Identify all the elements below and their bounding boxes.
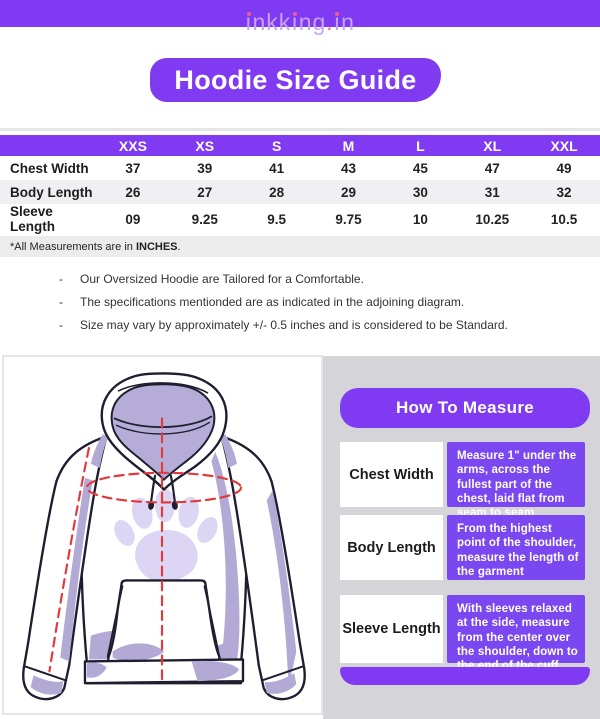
hoodie-illustration bbox=[2, 355, 323, 715]
measurement-line-sleeve-length bbox=[48, 447, 91, 673]
size-value: 10 bbox=[412, 211, 428, 227]
shadow-right-torso bbox=[211, 452, 240, 660]
column-header-xxl: XXL bbox=[550, 137, 578, 154]
size-value: 9.75 bbox=[335, 211, 362, 227]
right-cuff-seam bbox=[261, 665, 305, 682]
table-row-body-length: Body Length 26 27 28 29 30 31 32 bbox=[0, 180, 600, 204]
size-value: 47 bbox=[484, 160, 500, 176]
row-label: Chest Width bbox=[10, 160, 89, 176]
size-value: 31 bbox=[484, 184, 500, 200]
left-cuff-seam bbox=[23, 665, 67, 682]
size-value: 43 bbox=[340, 160, 356, 176]
row-label: Body Length bbox=[10, 184, 93, 200]
measure-panel-header: How To Measure bbox=[340, 388, 590, 428]
bullet-dash: - bbox=[59, 318, 63, 332]
size-value: 39 bbox=[197, 160, 213, 176]
size-value: 09 bbox=[125, 211, 141, 227]
bullet-text: Our Oversized Hoodie are Tailored for a … bbox=[80, 272, 364, 286]
table-row-chest-width: Chest Width 37 39 41 43 45 47 49 bbox=[0, 156, 600, 180]
bullet-text: The specifications mentionded are as ind… bbox=[80, 295, 465, 309]
size-value: 41 bbox=[269, 160, 285, 176]
measure-panel-footer bbox=[340, 667, 590, 685]
bullet-item: - Size may vary by approximately +/- 0.5… bbox=[0, 318, 600, 332]
page-title: Hoodie Size Guide bbox=[174, 64, 417, 95]
measurements-note: *All Measurements are in INCHES. bbox=[0, 236, 600, 257]
measure-desc-chest-width: Measure 1" under the arms, across the fu… bbox=[447, 442, 585, 519]
size-value: 30 bbox=[412, 184, 428, 200]
hood-band-line-1 bbox=[113, 415, 213, 428]
column-header-xxs: XXS bbox=[118, 137, 147, 154]
column-header-l: L bbox=[416, 137, 425, 154]
hood-band-line-2 bbox=[115, 421, 211, 435]
shadow-left-cuff bbox=[30, 675, 64, 695]
column-header-xl: XL bbox=[483, 137, 502, 154]
shadow-left-shoulder bbox=[90, 434, 109, 468]
shadow-right-shoulder bbox=[219, 434, 238, 468]
bullet-item: - The specifications mentionded are as i… bbox=[0, 295, 600, 309]
right-sleeve bbox=[220, 435, 306, 701]
bullet-list: - Our Oversized Hoodie are Tailored for … bbox=[0, 272, 600, 341]
measure-desc-sleeve-length: With sleeves relaxed at the side, measur… bbox=[447, 595, 585, 672]
measurement-line-chest-width bbox=[85, 471, 243, 504]
column-header-m: M bbox=[342, 137, 355, 154]
bullet-text: Size may vary by approximately +/- 0.5 i… bbox=[80, 318, 508, 332]
size-table: XXS XS S M L XL XXL Chest Width 37 39 41… bbox=[0, 135, 600, 234]
size-value: 49 bbox=[556, 160, 572, 176]
shadow-hem-right bbox=[191, 660, 240, 682]
shadow-right-sleeve bbox=[266, 490, 297, 689]
size-value: 29 bbox=[340, 184, 356, 200]
how-to-measure-panel: How To Measure Chest Width Measure 1" un… bbox=[323, 356, 600, 719]
bullet-dash: - bbox=[59, 295, 63, 309]
drawstring-left bbox=[150, 474, 157, 503]
size-value: 28 bbox=[269, 184, 285, 200]
top-brand-bar bbox=[0, 0, 600, 27]
measure-desc-body-length: From the highest point of the shoulder, … bbox=[447, 515, 585, 580]
measure-panel-title: How To Measure bbox=[395, 398, 535, 417]
paw-print bbox=[114, 488, 218, 582]
table-top-divider bbox=[0, 128, 600, 131]
hood-inner bbox=[110, 383, 216, 481]
size-value: 9.25 bbox=[191, 211, 218, 227]
drawstring-right bbox=[169, 474, 176, 503]
table-row-sleeve-length: Sleeve Length 09 9.25 9.5 9.75 10 10.25 … bbox=[0, 204, 600, 234]
shadow-left-sleeve bbox=[60, 477, 93, 662]
size-value: 26 bbox=[125, 184, 141, 200]
shadow-right-cuff bbox=[264, 673, 297, 694]
row-label: Sleeve Length bbox=[10, 204, 55, 234]
size-value: 10.25 bbox=[475, 211, 510, 227]
size-value: 9.5 bbox=[267, 211, 287, 227]
measure-label-body-length: Body Length bbox=[340, 515, 443, 580]
bullet-dash: - bbox=[59, 272, 63, 286]
size-value: 45 bbox=[412, 160, 428, 176]
hoodie-line-art bbox=[22, 372, 306, 701]
column-header-xs: XS bbox=[195, 137, 215, 154]
size-value: 27 bbox=[197, 184, 213, 200]
column-header-s: S bbox=[271, 137, 282, 154]
logo-text: ı nkkı ng.ı n bbox=[245, 9, 355, 35]
measure-label-sleeve-length: Sleeve Length bbox=[340, 595, 443, 663]
bullet-item: - Our Oversized Hoodie are Tailored for … bbox=[0, 272, 600, 286]
table-header-row: XXS XS S M L XL XXL bbox=[0, 135, 600, 156]
note-prefix: *All Measurements are in bbox=[10, 240, 136, 253]
size-value: 10.5 bbox=[550, 211, 578, 227]
measure-label-chest-width: Chest Width bbox=[340, 442, 443, 507]
note-bold: INCHES bbox=[135, 240, 178, 253]
note-suffix: . bbox=[177, 240, 181, 253]
size-value: 32 bbox=[556, 184, 572, 200]
title-banner: Hoodie Size Guide bbox=[150, 58, 441, 102]
shadow-pocket bbox=[112, 643, 164, 661]
size-value: 37 bbox=[125, 160, 141, 176]
shadow-hem-left bbox=[86, 662, 107, 678]
hood-fold-line bbox=[117, 382, 209, 394]
